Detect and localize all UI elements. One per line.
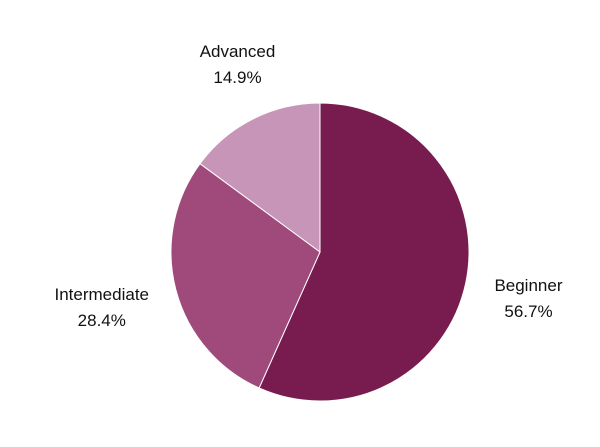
slice-value-intermediate: 28.4% [78, 311, 126, 330]
pie-slices [170, 102, 470, 402]
slice-labels: Beginner 56.7% Intermediate 28.4% Advanced 14… [55, 42, 563, 330]
slice-label-intermediate: Intermediate 28.4% [55, 285, 150, 330]
pie-slice-advanced [199, 102, 321, 253]
slice-name-intermediate: Intermediate [55, 285, 150, 304]
slice-label-beginner: Beginner 56.7% [494, 276, 562, 321]
pie-slice-beginner [258, 102, 470, 402]
pie-slice-intermediate [170, 162, 321, 389]
slice-name-beginner: Beginner [494, 276, 562, 295]
slice-label-advanced: Advanced 14.9% [200, 42, 276, 87]
slice-value-advanced: 14.9% [213, 68, 261, 87]
slice-value-beginner: 56.7% [504, 302, 552, 321]
slice-name-advanced: Advanced [200, 42, 276, 61]
